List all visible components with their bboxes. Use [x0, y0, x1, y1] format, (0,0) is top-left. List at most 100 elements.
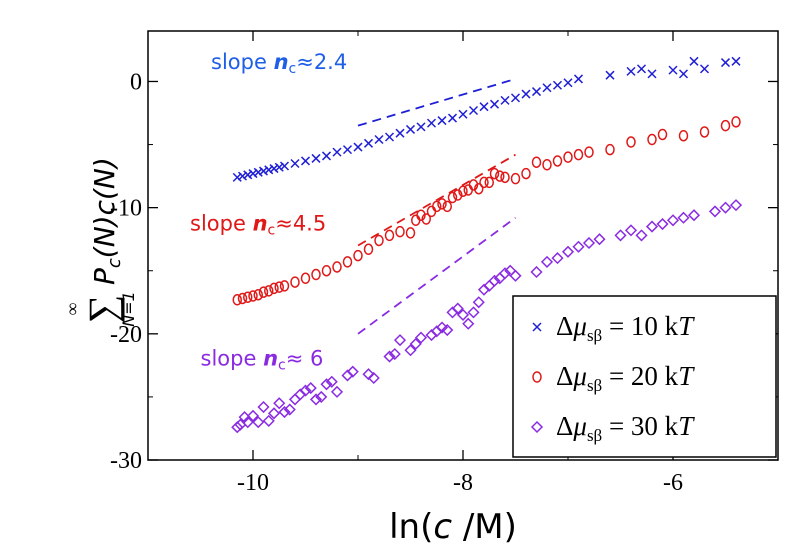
data-point [531, 156, 542, 168]
data-point [542, 158, 552, 171]
x-tick-label: -10 [237, 470, 269, 496]
y-tick-label: -20 [110, 322, 142, 348]
data-point [495, 170, 505, 182]
marker-stroke [731, 56, 741, 66]
data-point [283, 403, 296, 416]
data-points-group [231, 56, 743, 434]
data-point [248, 169, 258, 179]
legend-label: Δμsβ = 30 kT [556, 411, 695, 445]
data-point [426, 118, 437, 128]
data-point [374, 234, 384, 247]
data-point [699, 64, 710, 74]
marker-stroke [311, 153, 321, 163]
data-point [363, 138, 374, 148]
data-point [304, 382, 317, 395]
data-point [500, 95, 510, 105]
data-point [246, 409, 260, 422]
data-point [458, 109, 468, 119]
data-point [656, 217, 669, 231]
marker-stroke [353, 142, 363, 152]
marker-stroke [437, 116, 447, 126]
y-label-sup: ∞ [62, 302, 82, 315]
data-point [563, 78, 573, 88]
data-point [269, 282, 279, 295]
data-point [451, 302, 464, 315]
data-point [363, 243, 374, 256]
legend-box [512, 295, 777, 458]
data-point [489, 167, 500, 180]
data-point [593, 233, 606, 246]
marker-stroke [468, 105, 479, 116]
marker-stroke [416, 122, 426, 132]
data-point [463, 184, 473, 196]
slope-annotation: slope nc≈ 6 [201, 346, 324, 373]
marker-stroke [279, 161, 290, 171]
data-point [383, 350, 396, 363]
data-point [498, 267, 512, 280]
marker-stroke [253, 167, 263, 177]
data-point [353, 142, 363, 152]
legend-marker [532, 322, 542, 332]
data-point [447, 191, 458, 204]
data-point [657, 128, 668, 141]
data-point [332, 261, 342, 273]
data-point [321, 151, 332, 161]
data-point [453, 189, 463, 201]
data-point [552, 155, 563, 167]
data-point [393, 334, 407, 347]
data-point [252, 416, 265, 429]
data-point [288, 393, 302, 406]
data-point [614, 229, 627, 242]
data-point [708, 205, 722, 218]
marker-stroke [426, 118, 437, 128]
axes-group: -10 -8 -6 0 -10 -20 -30 ln(c /M) ∑∞ N=1 Pc(N)c(N) [62, 30, 779, 547]
marker-stroke [626, 66, 636, 76]
data-point [626, 66, 636, 76]
marker-stroke [384, 132, 395, 142]
marker-stroke [479, 102, 489, 112]
data-point [720, 119, 731, 132]
slope-lines-group [357, 78, 517, 335]
data-point [267, 407, 281, 420]
data-point [540, 255, 554, 268]
data-point [584, 146, 594, 158]
legend-marker [530, 420, 544, 434]
marker-stroke [232, 172, 242, 182]
data-point [563, 151, 573, 163]
data-point [367, 371, 380, 385]
data-point [237, 292, 248, 305]
x-axis-label: ln(c /M) [389, 507, 517, 547]
data-point [404, 344, 417, 357]
data-point [374, 134, 384, 145]
data-point [426, 205, 437, 218]
data-point [346, 365, 359, 378]
data-point [530, 265, 543, 279]
data-point [300, 272, 311, 285]
data-point [479, 176, 489, 189]
data-point [626, 136, 636, 148]
marker-stroke [531, 87, 542, 97]
data-point [395, 225, 405, 238]
marker-stroke [689, 56, 699, 66]
marker-stroke [248, 169, 258, 179]
legend: Δμsβ = 10 kT Δμsβ = 20 kT Δμsβ = 30 kT [512, 295, 777, 458]
marker-stroke [542, 83, 552, 93]
data-point [542, 83, 552, 93]
data-point [309, 393, 323, 406]
data-point [414, 331, 428, 344]
marker-stroke [552, 80, 563, 90]
data-point [321, 264, 332, 277]
data-point [447, 113, 458, 123]
data-point [243, 170, 253, 180]
data-point [330, 385, 344, 398]
slope-annotation: slope nc≈4.5 [190, 211, 326, 238]
marker-stroke [668, 65, 678, 75]
data-point [279, 280, 290, 292]
data-point [342, 256, 353, 268]
marker-stroke [405, 124, 416, 134]
data-point [273, 397, 286, 410]
data-point [510, 172, 521, 185]
data-point [253, 167, 263, 177]
data-point [687, 209, 701, 222]
